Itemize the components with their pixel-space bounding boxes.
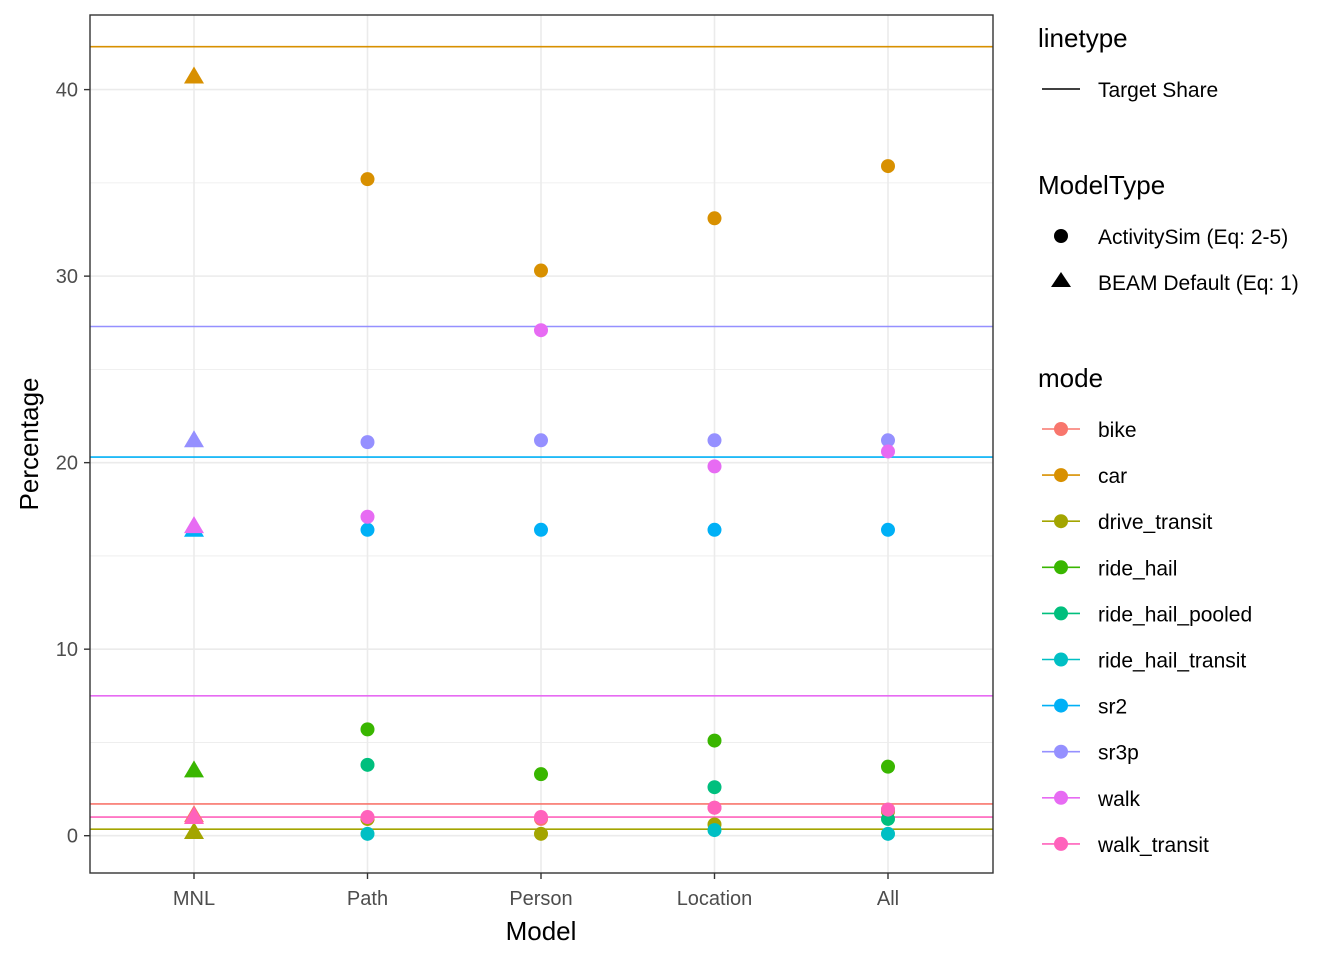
legend-key-point-car (1054, 468, 1068, 483)
point-ride-hail-mnl (184, 760, 204, 778)
legend-label-walk: walk (1097, 788, 1141, 811)
point-walk-transit-mnl (184, 807, 204, 825)
legend-key-point-bike (1054, 422, 1068, 436)
x-tick-label: Path (347, 888, 388, 910)
legend-triangle-icon (1051, 272, 1071, 287)
legend: linetype Target Share ModelType Activity… (1038, 23, 1299, 857)
data-points (184, 66, 895, 841)
point-walk-transit-all (881, 802, 895, 817)
point-car-mnl (184, 66, 204, 84)
point-sr3p-path (360, 435, 375, 450)
legend-key-point-sr3p (1054, 744, 1068, 759)
legend-activitysim-label: ActivitySim (Eq: 2-5) (1098, 226, 1288, 249)
x-axis-title: Model (506, 916, 577, 946)
y-tick-label: 30 (56, 266, 78, 288)
legend-target-share-label: Target Share (1098, 79, 1218, 102)
y-tick-label: 0 (67, 826, 78, 848)
point-sr2-all (881, 522, 895, 537)
y-axis-title: Percentage (14, 378, 44, 511)
point-sr3p-mnl (184, 430, 204, 448)
point-ride-hail-location (707, 733, 722, 748)
legend-label-bike: bike (1098, 419, 1137, 442)
legend-beam-default-label: BEAM Default (Eq: 1) (1098, 272, 1299, 295)
legend-key-point-sr2 (1054, 698, 1068, 713)
legend-label-car: car (1098, 465, 1127, 488)
point-walk-path (360, 509, 375, 524)
x-tick-label: Person (509, 888, 572, 910)
point-walk-all (881, 444, 895, 459)
x-tick-label: MNL (173, 888, 215, 910)
point-ride-hail-transit-all (881, 826, 895, 841)
legend-label-ride-hail-pooled: ride_hail_pooled (1098, 603, 1252, 626)
y-tick-label: 20 (56, 453, 78, 475)
point-walk-mnl (184, 516, 204, 534)
point-car-path (360, 172, 375, 187)
x-axis: MNL Path Person Location All (173, 873, 899, 910)
legend-circle-icon (1054, 229, 1068, 243)
point-walk-location (707, 459, 722, 474)
legend-label-walk-transit: walk_transit (1097, 834, 1209, 857)
x-tick-label: Location (677, 888, 753, 910)
point-sr3p-all (881, 433, 895, 448)
legend-key-point-ride-hail-pooled (1054, 606, 1068, 621)
legend-linetype-title: linetype (1038, 23, 1128, 53)
legend-label-drive-transit: drive_transit (1098, 511, 1213, 534)
y-tick-label: 10 (56, 639, 78, 661)
legend-modeltype-title: ModelType (1038, 170, 1165, 200)
legend-key-point-walk (1054, 790, 1068, 805)
point-car-person (534, 263, 548, 278)
point-ride-hail-path (360, 722, 375, 737)
legend-label-sr3p: sr3p (1098, 742, 1139, 765)
point-sr3p-person (534, 433, 548, 448)
point-ride-hail-pooled-location (707, 780, 722, 795)
point-ride-hail-transit-location (707, 823, 722, 838)
point-sr2-location (707, 522, 722, 537)
point-sr2-person (534, 522, 548, 537)
legend-label-ride-hail-transit: ride_hail_transit (1098, 650, 1246, 673)
point-sr2-path (360, 522, 375, 537)
y-axis: 0 10 20 30 40 (56, 80, 90, 848)
point-drive-transit-person (534, 826, 548, 841)
legend-mode-title: mode (1038, 363, 1103, 393)
point-drive-transit-mnl (184, 821, 204, 839)
point-car-location (707, 211, 722, 226)
legend-key-point-ride-hail (1054, 560, 1068, 575)
point-walk-transit-location (707, 800, 722, 815)
point-ride-hail-all (881, 759, 895, 774)
y-tick-label: 40 (56, 80, 78, 102)
point-sr3p-location (707, 433, 722, 448)
point-ride-hail-pooled-path (360, 757, 375, 772)
point-walk-person (534, 323, 548, 338)
legend-key-point-drive-transit (1054, 514, 1068, 529)
legend-label-sr2: sr2 (1098, 696, 1127, 719)
point-walk-transit-path (360, 810, 375, 825)
point-ride-hail-person (534, 767, 548, 782)
point-walk-transit-person (534, 810, 548, 825)
legend-label-ride-hail: ride_hail (1098, 557, 1177, 580)
point-ride-hail-transit-path (360, 826, 375, 841)
legend-key-point-walk-transit (1054, 836, 1068, 851)
legend-mode-items: bike car drive_transit ride_hail ride_hail_p… (1042, 419, 1252, 857)
x-tick-label: All (877, 888, 899, 910)
legend-key-point-ride-hail-transit (1054, 652, 1068, 667)
point-car-all (881, 159, 895, 174)
plot-panel (89, 14, 994, 874)
